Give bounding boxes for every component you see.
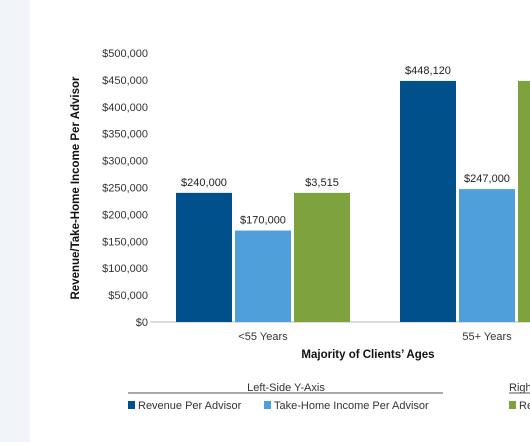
x-axis-title: Majority of Clients’ Ages bbox=[301, 349, 434, 361]
legend-group-left-title: Left-Side Y-Axis bbox=[247, 382, 325, 394]
legend-swatch-revenue bbox=[128, 401, 135, 409]
y-tick-label: $200,000 bbox=[102, 209, 148, 221]
legend-label-revenue: Revenue Per Advisor bbox=[138, 400, 242, 412]
data-label: $170,000 bbox=[240, 215, 286, 227]
y-axis-title: Revenue/Take-Home Income Per Advisor bbox=[70, 76, 82, 300]
y-tick-label: $300,000 bbox=[102, 156, 148, 168]
x-axis-categories: <55 Years 55+ Years bbox=[238, 331, 512, 343]
data-label: $448,120 bbox=[405, 65, 451, 77]
x-category-label: <55 Years bbox=[238, 331, 288, 343]
legend-swatch-right bbox=[509, 401, 516, 409]
legend-group-right-title: Righ bbox=[509, 382, 530, 394]
bar-1-1 bbox=[176, 192, 232, 322]
data-labels: $240,000 $170,000 $3,515 $448,120 $247,000 bbox=[181, 65, 510, 227]
y-axis-ticks: $0 $50,000 $100,000 $150,000 $200,000 $250,00… bbox=[102, 48, 148, 329]
y-tick-label: $50,000 bbox=[108, 290, 148, 302]
y-tick-label: $250,000 bbox=[102, 183, 148, 195]
y-tick-label: $500,000 bbox=[102, 48, 148, 60]
bar-1-2 bbox=[400, 80, 456, 322]
bar-2-2 bbox=[459, 189, 515, 322]
y-tick-label: $450,000 bbox=[102, 75, 148, 87]
legend-swatch-take-home bbox=[264, 401, 271, 409]
bar-2-1 bbox=[235, 230, 291, 322]
x-category-label: 55+ Years bbox=[462, 331, 512, 343]
y-tick-label: $150,000 bbox=[102, 236, 148, 248]
legend-label-take-home: Take-Home Income Per Advisor bbox=[274, 400, 429, 412]
data-label: $240,000 bbox=[181, 177, 227, 189]
y-tick-label: $100,000 bbox=[102, 263, 148, 275]
y-tick-label: $400,000 bbox=[102, 102, 148, 114]
bars bbox=[176, 80, 530, 322]
bar-3-2 bbox=[518, 80, 530, 322]
legend: Left-Side Y-Axis Revenue Per Advisor Tak… bbox=[128, 382, 530, 412]
y-tick-label: $350,000 bbox=[102, 129, 148, 141]
bar-3-1 bbox=[294, 192, 350, 322]
data-label: $3,515 bbox=[305, 177, 339, 189]
legend-label-right: Re bbox=[519, 400, 530, 412]
data-label: $247,000 bbox=[464, 173, 510, 185]
y-tick-label: $0 bbox=[136, 317, 148, 329]
